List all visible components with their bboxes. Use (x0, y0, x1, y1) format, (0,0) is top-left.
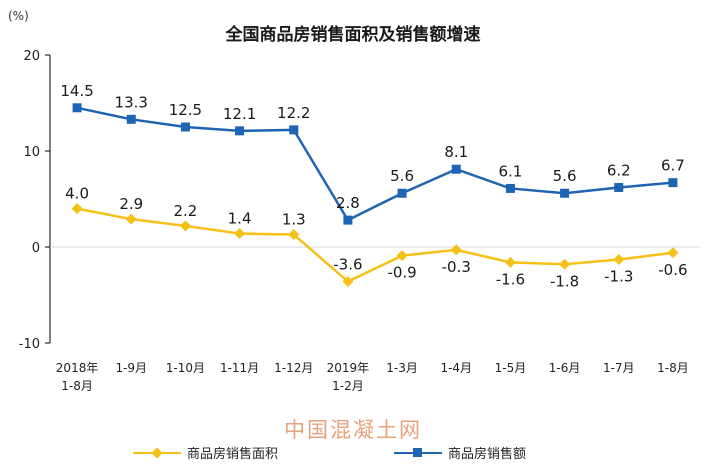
y-tick-label: 0 (32, 241, 40, 256)
data-label-sales: 5.6 (390, 167, 414, 185)
data-point-sales (235, 126, 245, 136)
x-tick-label: 1-8月 (657, 361, 689, 375)
y-axis-unit: (%) (8, 9, 29, 23)
data-label-area: 4.0 (65, 185, 89, 203)
legend-item-sales: 商品房销售额 (394, 443, 526, 462)
data-point-sales (451, 164, 461, 174)
data-point-sales (343, 215, 353, 225)
data-point-sales (560, 188, 570, 198)
data-label-sales: 14.5 (60, 82, 93, 100)
data-point-sales (505, 183, 515, 193)
data-point-area (234, 228, 246, 240)
data-label-area: -1.8 (550, 272, 579, 290)
series-line-area (76, 207, 674, 283)
data-label-sales: 6.1 (498, 162, 522, 180)
x-tick-label: 1-7月 (603, 361, 635, 375)
data-point-area (125, 213, 137, 225)
data-point-sales (126, 114, 136, 124)
data-point-area (559, 258, 571, 270)
x-tick-label: 1-12月 (274, 361, 313, 375)
chart-title: 全国商品房销售面积及销售额增速 (225, 25, 481, 45)
legend-item-area: 商品房销售面积 (133, 443, 278, 462)
data-label-area: -0.3 (442, 258, 471, 276)
data-point-area (613, 253, 625, 265)
legend-swatch-area (133, 446, 181, 459)
data-label-area: -1.6 (496, 270, 525, 288)
data-label-sales: 12.5 (169, 101, 202, 119)
y-tick-label: 20 (23, 49, 40, 64)
data-point-area (450, 244, 462, 256)
x-tick-label: 1-11月 (220, 361, 259, 375)
data-label-sales: 5.6 (553, 167, 577, 185)
watermark-text: 中国混凝土网 (284, 418, 422, 442)
y-tick-label: -10 (19, 337, 40, 352)
legend-label-sales: 商品房销售额 (448, 447, 527, 462)
data-label-area: -1.3 (604, 267, 633, 285)
series-line-sales (76, 106, 674, 222)
x-tick-label: 1-2月 (332, 379, 364, 393)
x-tick-label: 2019年 (327, 361, 370, 375)
data-label-sales: 6.2 (607, 161, 631, 179)
data-point-area (342, 276, 354, 288)
x-tick-label: 1-9月 (115, 361, 147, 375)
data-label-sales: 12.1 (223, 105, 256, 123)
data-point-area (179, 220, 191, 232)
data-point-area (288, 229, 300, 241)
legend-label-area: 商品房销售面积 (187, 447, 279, 462)
square-marker-icon (413, 447, 422, 457)
data-label-sales: 13.3 (115, 93, 148, 111)
x-tick-label: 1-10月 (166, 361, 205, 375)
data-point-area (667, 247, 679, 259)
data-label-area: 1.4 (228, 210, 252, 228)
x-tick-label: 1-5月 (495, 361, 527, 375)
data-label-sales: 8.1 (444, 143, 468, 161)
x-tick-label: 1-6月 (549, 361, 581, 375)
data-label-area: -3.6 (333, 256, 362, 274)
legend-swatch-sales (394, 447, 442, 459)
data-point-sales (289, 125, 299, 135)
diamond-marker-icon (151, 446, 163, 459)
data-point-sales (180, 122, 190, 132)
data-label-sales: 12.2 (277, 104, 310, 122)
data-label-sales: 2.8 (336, 194, 360, 212)
x-tick-label: 1-3月 (386, 361, 418, 375)
data-point-area (71, 203, 83, 215)
data-label-area: 1.3 (282, 211, 306, 229)
data-label-area: 2.9 (119, 195, 143, 213)
data-label-sales: 6.7 (661, 157, 685, 175)
data-label-area: 2.2 (173, 202, 197, 220)
y-tick-label: 10 (23, 145, 40, 160)
x-tick-label: 1-4月 (440, 361, 472, 375)
data-label-area: -0.9 (387, 264, 416, 282)
data-point-area (396, 250, 408, 262)
data-point-sales (397, 188, 407, 198)
data-point-sales (614, 182, 624, 192)
data-point-area (504, 256, 516, 268)
x-tick-label: 2018年 (56, 361, 99, 375)
data-point-sales (72, 103, 82, 113)
data-point-sales (668, 178, 678, 188)
x-tick-label: 1-8月 (61, 379, 93, 393)
data-label-area: -0.6 (658, 261, 687, 279)
